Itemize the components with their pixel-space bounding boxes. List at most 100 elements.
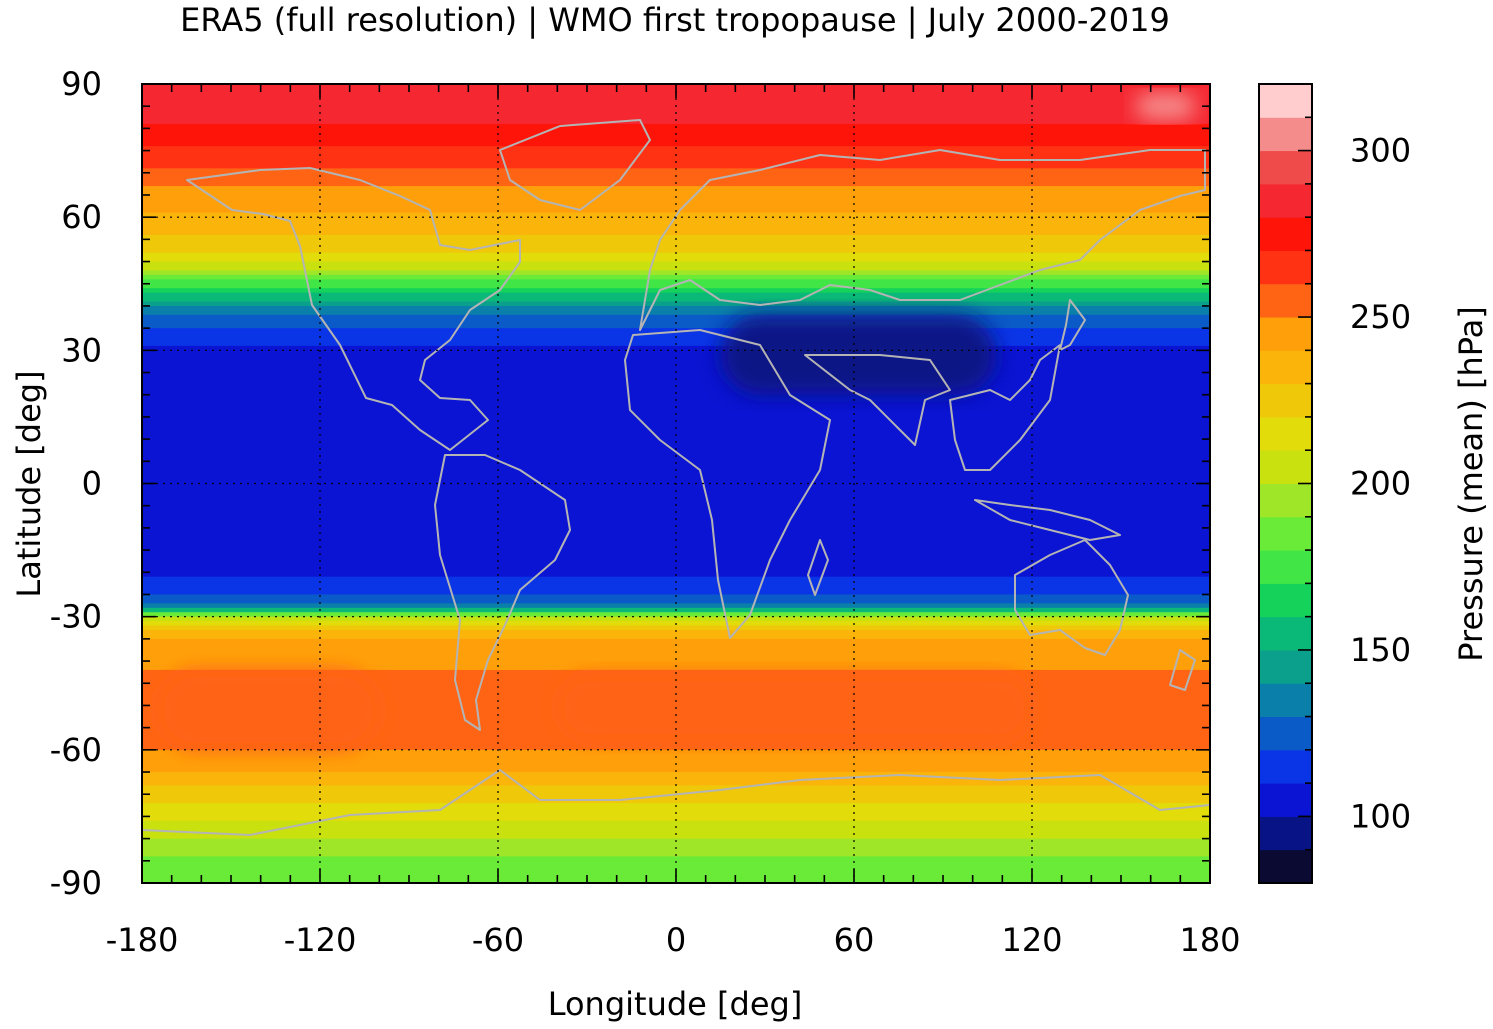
coastline-japan — [1059, 299, 1086, 351]
x-tick-label: 60 — [834, 921, 875, 959]
zonal-band — [142, 785, 1210, 791]
minor-ticks — [141, 83, 1211, 884]
x-tick-label: 0 — [666, 921, 686, 959]
zonal-band — [142, 581, 1210, 587]
colorbar-segment — [1259, 217, 1312, 251]
zonal-band — [142, 492, 1210, 498]
zonal-band — [142, 519, 1210, 525]
colorbar-segment — [1259, 683, 1312, 718]
colorbar-tick-label: 100 — [1350, 797, 1411, 835]
zonal-band — [142, 186, 1210, 192]
colorbar-segment — [1259, 616, 1312, 651]
colorbar-segment — [1259, 816, 1312, 851]
zonal-band — [142, 665, 1210, 671]
x-tick-label: -180 — [106, 921, 179, 959]
zonal-band — [142, 661, 1210, 667]
zonal-band — [142, 501, 1210, 507]
coastline-africa — [624, 329, 831, 639]
zonal-band — [142, 772, 1210, 778]
zonal-band — [142, 337, 1210, 343]
colorbar-segment — [1259, 350, 1312, 385]
colorbar-segment — [1259, 550, 1312, 584]
colorbar-tick-labels: 300 250 200 150 100 — [1350, 132, 1411, 836]
zonal-band — [142, 541, 1210, 547]
zonal-band — [142, 283, 1210, 289]
zonal-band — [142, 456, 1210, 462]
zonal-band — [142, 856, 1210, 862]
zonal-band — [142, 106, 1210, 112]
zonal-band — [142, 421, 1210, 427]
coastline-eurasia — [639, 149, 1206, 331]
zonal-band — [142, 239, 1210, 245]
zonal-band — [142, 758, 1210, 764]
colorbar — [1259, 83, 1312, 884]
zonal-band — [142, 634, 1210, 640]
grid-lines — [142, 84, 1210, 883]
zonal-band — [142, 479, 1210, 485]
colorbar-segment — [1259, 450, 1312, 484]
y-tick-label: -90 — [50, 864, 102, 902]
zonal-band — [142, 576, 1210, 582]
zonal-band — [142, 807, 1210, 813]
colorbar-segment — [1259, 383, 1312, 418]
zonal-band — [142, 545, 1210, 551]
zonal-band — [142, 550, 1210, 556]
zonal-band — [142, 372, 1210, 378]
feature-arctic-high-maximum — [1135, 92, 1196, 120]
zonal-band — [142, 505, 1210, 511]
colorbar-segment — [1259, 250, 1312, 285]
zonal-band — [142, 416, 1210, 422]
coastline-madagascar — [807, 539, 829, 596]
zonal-band — [142, 554, 1210, 560]
zonal-band — [142, 332, 1210, 338]
colorbar-segment — [1259, 649, 1312, 684]
zonal-band — [142, 452, 1210, 458]
zonal-band — [142, 248, 1210, 254]
colorbar-tick-label: 250 — [1350, 298, 1411, 336]
feature-south-pacific-maximum — [156, 669, 380, 750]
zonal-band — [142, 749, 1210, 755]
colorbar-segment — [1259, 416, 1312, 451]
zonal-band — [142, 199, 1210, 205]
x-tick-label: 180 — [1179, 921, 1240, 959]
chart-title: ERA5 (full resolution) | WMO first tropo… — [180, 1, 1170, 39]
zonal-band — [142, 155, 1210, 161]
coastlines — [142, 119, 1210, 836]
zonal-band — [142, 310, 1210, 316]
y-tick-label: 0 — [82, 465, 102, 503]
feature-southern-midlatitude-maximum — [557, 674, 1032, 741]
zonal-band — [142, 434, 1210, 440]
zonal-band — [142, 132, 1210, 138]
zonal-band — [142, 363, 1210, 369]
coastline-south-america — [434, 454, 571, 731]
zonal-band — [142, 385, 1210, 391]
zonal-band — [142, 177, 1210, 183]
coastline-arabia-india — [804, 354, 951, 446]
zonal-band — [142, 447, 1210, 454]
colorbar-segment — [1259, 749, 1312, 784]
coastline-southeast-asia — [949, 344, 1061, 471]
zonal-band — [142, 532, 1210, 538]
zonal-band — [142, 834, 1210, 840]
y-tick-label: 90 — [61, 65, 102, 103]
coastline-australia — [1014, 539, 1129, 656]
y-tick-label: 30 — [61, 331, 102, 369]
zonal-band — [142, 745, 1210, 751]
zonal-band — [142, 563, 1210, 569]
zonal-band — [142, 865, 1210, 871]
zonal-band — [142, 780, 1210, 786]
colorbar-segment — [1259, 283, 1312, 318]
zonal-band — [142, 137, 1210, 143]
zonal-band — [142, 598, 1210, 604]
zonal-band — [142, 527, 1210, 533]
zonal-band — [142, 794, 1210, 800]
zonal-band — [142, 150, 1210, 156]
zonal-band — [142, 350, 1210, 356]
zonal-band — [142, 141, 1210, 147]
coastline-antarctica — [142, 769, 1210, 836]
zonal-band — [142, 443, 1210, 449]
zonal-band — [142, 301, 1210, 307]
y-tick-label: -30 — [50, 598, 102, 636]
zonal-band — [142, 203, 1210, 209]
